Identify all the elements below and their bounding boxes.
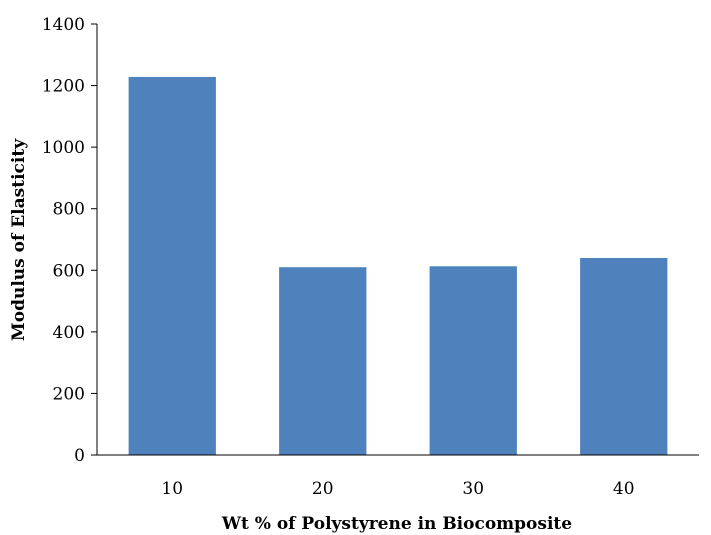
x-axis-title: Wt % of Polystyrene in Biocomposite [221, 514, 572, 534]
y-tick-label: 600 [53, 261, 85, 281]
bar-10 [128, 76, 216, 456]
x-tick-label: 40 [613, 479, 635, 499]
x-tick-label: 20 [312, 479, 334, 499]
y-tick-label: 1000 [42, 138, 85, 158]
bar-40 [580, 257, 668, 455]
x-axis-ticks: 10 20 30 40 [161, 479, 634, 499]
x-tick-label: 10 [161, 479, 183, 499]
y-tick-label: 0 [74, 446, 85, 466]
bars [128, 76, 668, 456]
bar-20 [279, 267, 367, 455]
y-tick-label: 1200 [42, 77, 85, 97]
y-tick-label: 200 [53, 384, 85, 404]
x-tick-label: 30 [462, 479, 484, 499]
bar-30 [429, 266, 517, 455]
y-tick-label: 400 [53, 323, 85, 343]
y-axis-title: Modulus of Elasticity [9, 138, 29, 341]
y-tick-label: 800 [53, 200, 85, 220]
y-axis-ticks: 0 200 400 600 800 1000 1200 1400 [42, 15, 97, 466]
y-tick-label: 1400 [42, 15, 85, 35]
